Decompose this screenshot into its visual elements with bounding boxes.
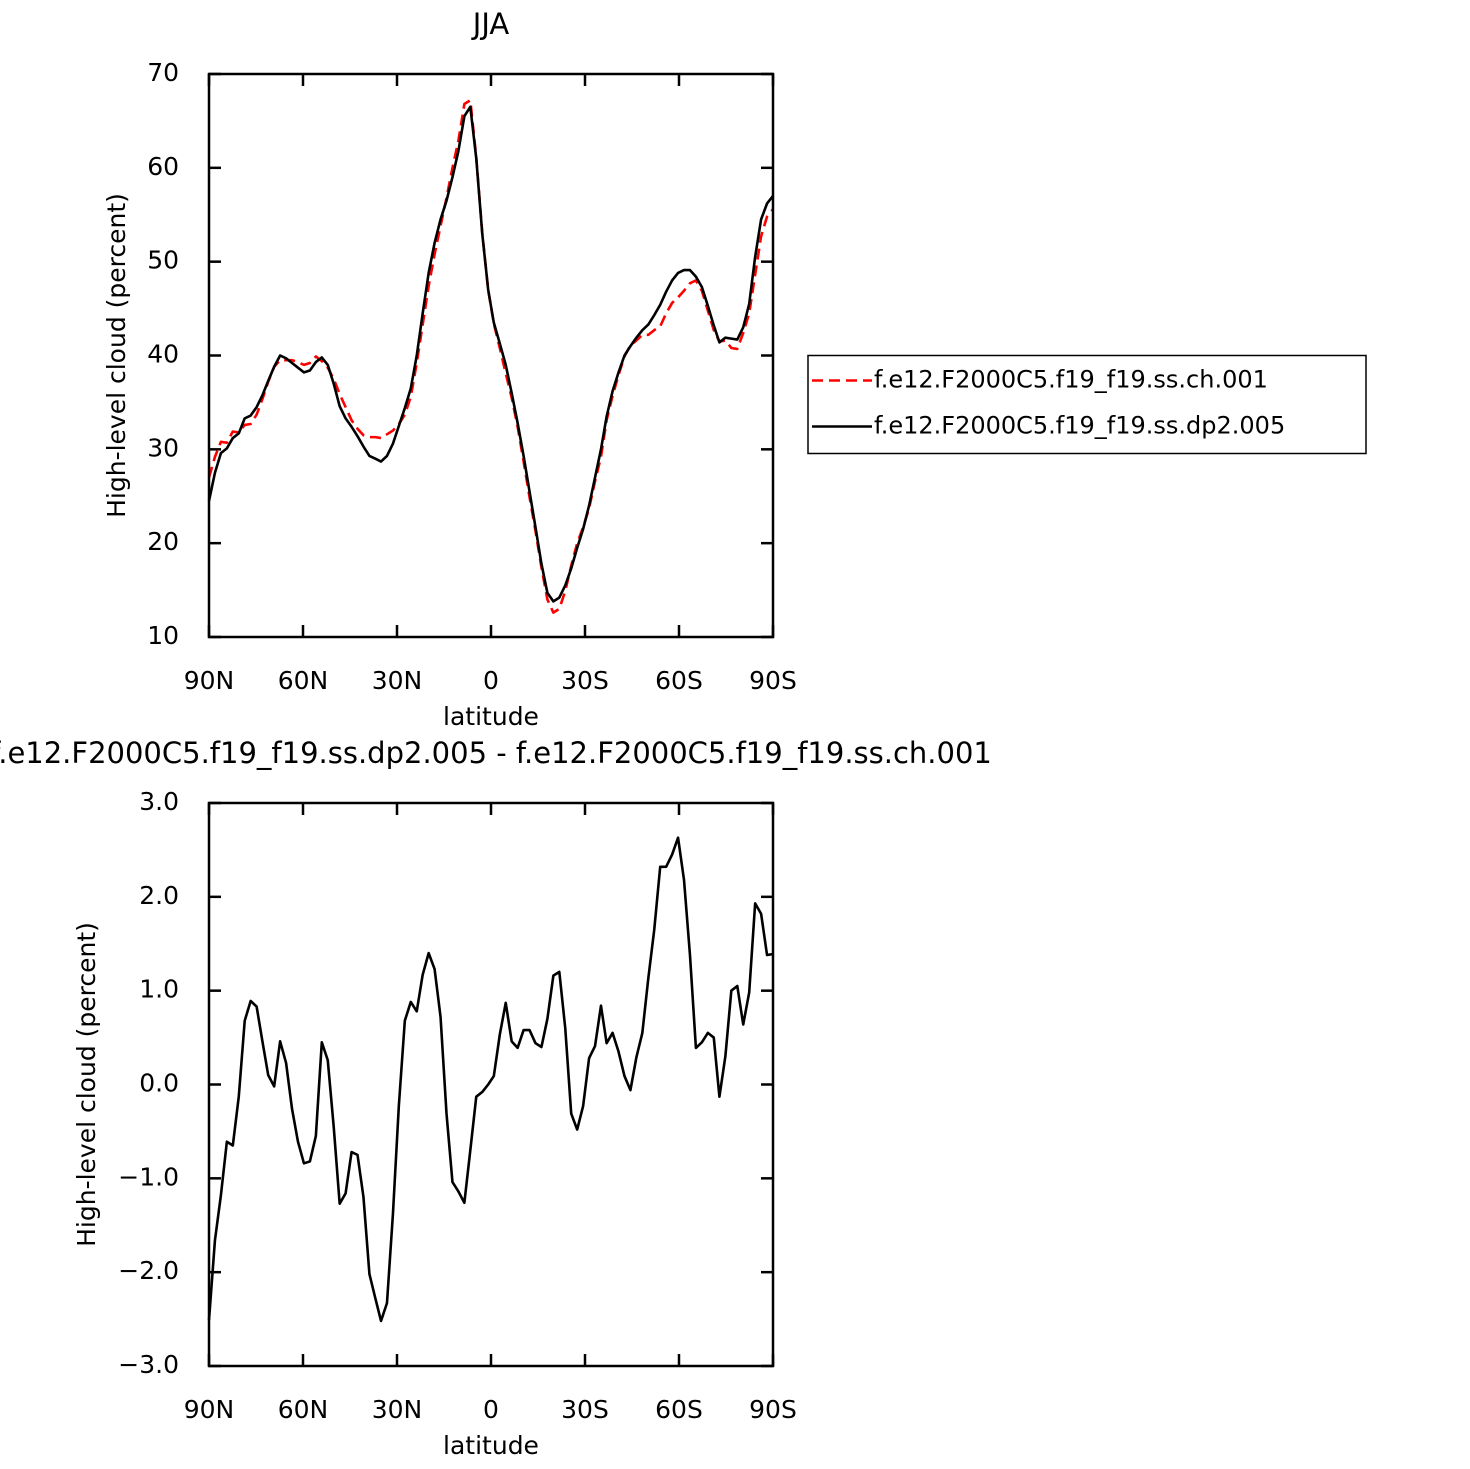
x-tick-label: 30S <box>561 1395 609 1424</box>
chart-title: JJA <box>471 7 510 41</box>
y-tick-label: 10 <box>147 621 179 650</box>
legend-label: f.e12.F2000C5.f19_f19.ss.ch.001 <box>874 366 1268 394</box>
x-tick-label: 90N <box>184 1395 235 1424</box>
y-axis-label: High-level cloud (percent) <box>102 193 131 518</box>
legend-box <box>807 354 1367 455</box>
x-tick-label: 90S <box>749 666 797 695</box>
x-tick-label: 90S <box>749 1395 797 1424</box>
y-tick-label: 70 <box>147 58 179 87</box>
y-tick-label: −3.0 <box>118 1350 179 1379</box>
y-tick-label: 0.0 <box>139 1069 179 1098</box>
data-line <box>207 836 774 1323</box>
x-axis-label: latitude <box>443 702 539 731</box>
y-tick-label: 3.0 <box>139 787 179 816</box>
y-axis-label: High-level cloud (percent) <box>72 922 101 1247</box>
legend-label: f.e12.F2000C5.f19_f19.ss.dp2.005 <box>874 412 1285 440</box>
y-tick-label: 50 <box>147 246 179 275</box>
y-tick-label: 2.0 <box>139 881 179 910</box>
data-line <box>207 105 775 603</box>
y-tick-label: 40 <box>147 340 179 369</box>
y-tick-label: −1.0 <box>118 1162 179 1191</box>
x-tick-label: 30S <box>561 666 609 695</box>
y-tick-label: 30 <box>147 433 179 462</box>
x-axis-label: latitude <box>443 1431 539 1460</box>
chart-title: f.e12.F2000C5.f19_f19.ss.dp2.005 - f.e12… <box>0 736 992 770</box>
x-tick-label: 0 <box>483 1395 499 1424</box>
plot-frame <box>207 72 775 639</box>
x-tick-label: 60S <box>655 1395 703 1424</box>
x-tick-label: 60S <box>655 666 703 695</box>
plot-frame <box>207 801 775 1368</box>
x-tick-label: 0 <box>483 666 499 695</box>
x-tick-label: 60N <box>278 1395 329 1424</box>
y-tick-label: −2.0 <box>118 1256 179 1285</box>
y-tick-label: 1.0 <box>139 975 179 1004</box>
x-tick-label: 60N <box>278 666 329 695</box>
data-line <box>207 98 775 614</box>
x-tick-label: 30N <box>372 666 423 695</box>
x-tick-label: 30N <box>372 1395 423 1424</box>
x-tick-label: 90N <box>184 666 235 695</box>
y-tick-label: 20 <box>147 527 179 556</box>
y-tick-label: 60 <box>147 152 179 181</box>
